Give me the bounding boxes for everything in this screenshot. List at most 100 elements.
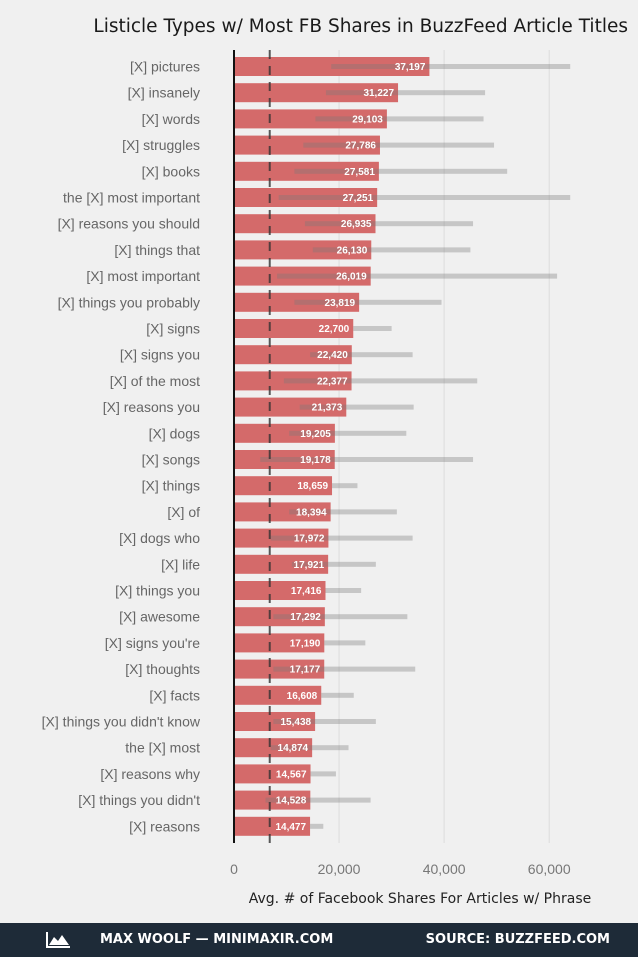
ci-band <box>312 247 471 253</box>
ci-band <box>353 326 392 331</box>
value-label: 29,103 <box>352 114 383 125</box>
bar <box>234 528 329 548</box>
chart-logo-icon <box>46 932 70 948</box>
x-tick-label: 0 <box>230 861 238 877</box>
category-label: [X] insanely <box>128 85 200 101</box>
value-label: 14,874 <box>278 743 309 754</box>
ci-band <box>325 588 362 593</box>
x-axis-ticks: 0 20,000 40,000 60,000 <box>230 861 571 877</box>
value-label: 17,416 <box>291 586 322 597</box>
category-label: [X] struggles <box>122 137 200 153</box>
value-label: 14,477 <box>275 822 306 833</box>
bar <box>234 57 430 76</box>
ci-band <box>270 535 413 541</box>
bar <box>234 397 347 417</box>
value-label: 16,608 <box>287 691 318 702</box>
ci-band <box>265 797 371 803</box>
grid <box>338 50 550 843</box>
ci-band <box>294 299 442 305</box>
ci-band <box>321 692 354 698</box>
value-label: 26,019 <box>336 272 367 283</box>
footer-source[interactable]: SOURCE: BUZZFEED.COM <box>425 932 610 947</box>
category-label: [X] most important <box>86 268 200 284</box>
bar <box>234 109 387 129</box>
bar <box>234 607 325 627</box>
ci-band <box>310 771 336 777</box>
value-label: 21,373 <box>312 403 343 414</box>
ci-band <box>291 561 376 567</box>
bar <box>234 371 352 391</box>
bar <box>234 554 329 574</box>
ci-band <box>304 221 474 227</box>
bar <box>234 633 325 653</box>
value-label: 26,935 <box>341 219 372 230</box>
value-label: 27,786 <box>345 141 376 152</box>
bar-chart: [X] pictures [X] insanely [X] words [X] str… <box>42 50 592 907</box>
footer: MAX WOOLF — MINIMAXIR.COM SOURCE: BUZZFE… <box>0 923 638 957</box>
category-label: [X] words <box>142 111 200 127</box>
bar <box>234 450 335 469</box>
category-label: [X] dogs who <box>119 530 200 546</box>
value-label: 14,528 <box>276 796 307 807</box>
ci-band <box>310 823 324 829</box>
value-label: 15,438 <box>281 717 312 728</box>
x-tick-label: 20,000 <box>318 861 361 877</box>
ci-band <box>273 614 408 620</box>
x-axis-label: Avg. # of Facebook Shares For Articles w… <box>249 891 592 907</box>
value-label: 18,394 <box>296 507 327 518</box>
value-label: 17,921 <box>294 560 325 571</box>
ci-band <box>332 483 358 489</box>
category-label: [X] things you didn't know <box>42 714 201 730</box>
ci-band <box>289 509 397 515</box>
value-label: 19,178 <box>300 455 331 466</box>
value-label: 14,567 <box>276 769 307 780</box>
footer-author[interactable]: MAX WOOLF — MINIMAXIR.COM <box>100 932 334 947</box>
ci-band <box>331 64 571 69</box>
ci-band <box>277 273 558 279</box>
bar <box>234 764 311 784</box>
value-label: 23,819 <box>325 298 356 309</box>
value-label: 18,659 <box>297 481 328 492</box>
category-label: the [X] most important <box>63 190 200 206</box>
value-label: 22,420 <box>317 350 348 361</box>
category-label: [X] facts <box>149 687 200 703</box>
category-label: [X] songs <box>142 452 200 468</box>
bar <box>234 319 354 338</box>
bar <box>234 581 326 600</box>
ci-bars <box>260 64 571 829</box>
category-label: [X] things you probably <box>58 294 200 310</box>
bar <box>234 345 352 365</box>
category-label: [X] signs you're <box>105 635 200 651</box>
bar <box>234 476 333 496</box>
category-label: [X] pictures <box>130 59 200 75</box>
category-label: [X] thoughts <box>125 661 200 677</box>
category-label: [X] things you didn't <box>78 792 200 808</box>
category-label: [X] awesome <box>119 609 200 625</box>
value-label: 26,130 <box>337 245 368 256</box>
category-label: [X] things that <box>114 242 200 258</box>
bar <box>234 266 371 286</box>
category-label: [X] books <box>142 163 200 179</box>
ci-band <box>283 378 478 384</box>
bar <box>234 423 335 443</box>
bar <box>234 83 399 103</box>
bar <box>234 659 325 679</box>
value-labels: 37,197 31,227 29,103 27,786 27,581 27,251 26,9… <box>275 62 425 833</box>
category-label: [X] dogs <box>149 425 200 441</box>
category-label: [X] reasons you should <box>58 216 200 232</box>
bar <box>234 738 313 758</box>
category-label: [X] signs you <box>120 347 200 363</box>
ci-band <box>325 90 486 96</box>
ci-band <box>273 719 376 724</box>
category-label: the [X] most <box>125 740 200 756</box>
value-label: 17,292 <box>290 612 321 623</box>
bar <box>234 790 311 810</box>
bars <box>234 57 430 836</box>
x-tick-label: 60,000 <box>528 861 571 877</box>
value-label: 19,205 <box>300 429 331 440</box>
ci-band <box>289 430 407 436</box>
reference-line <box>233 50 271 843</box>
ci-band <box>260 457 474 462</box>
value-label: 22,700 <box>319 324 350 335</box>
chart-title: Listicle Types w/ Most FB Shares in Buzz… <box>93 16 628 37</box>
